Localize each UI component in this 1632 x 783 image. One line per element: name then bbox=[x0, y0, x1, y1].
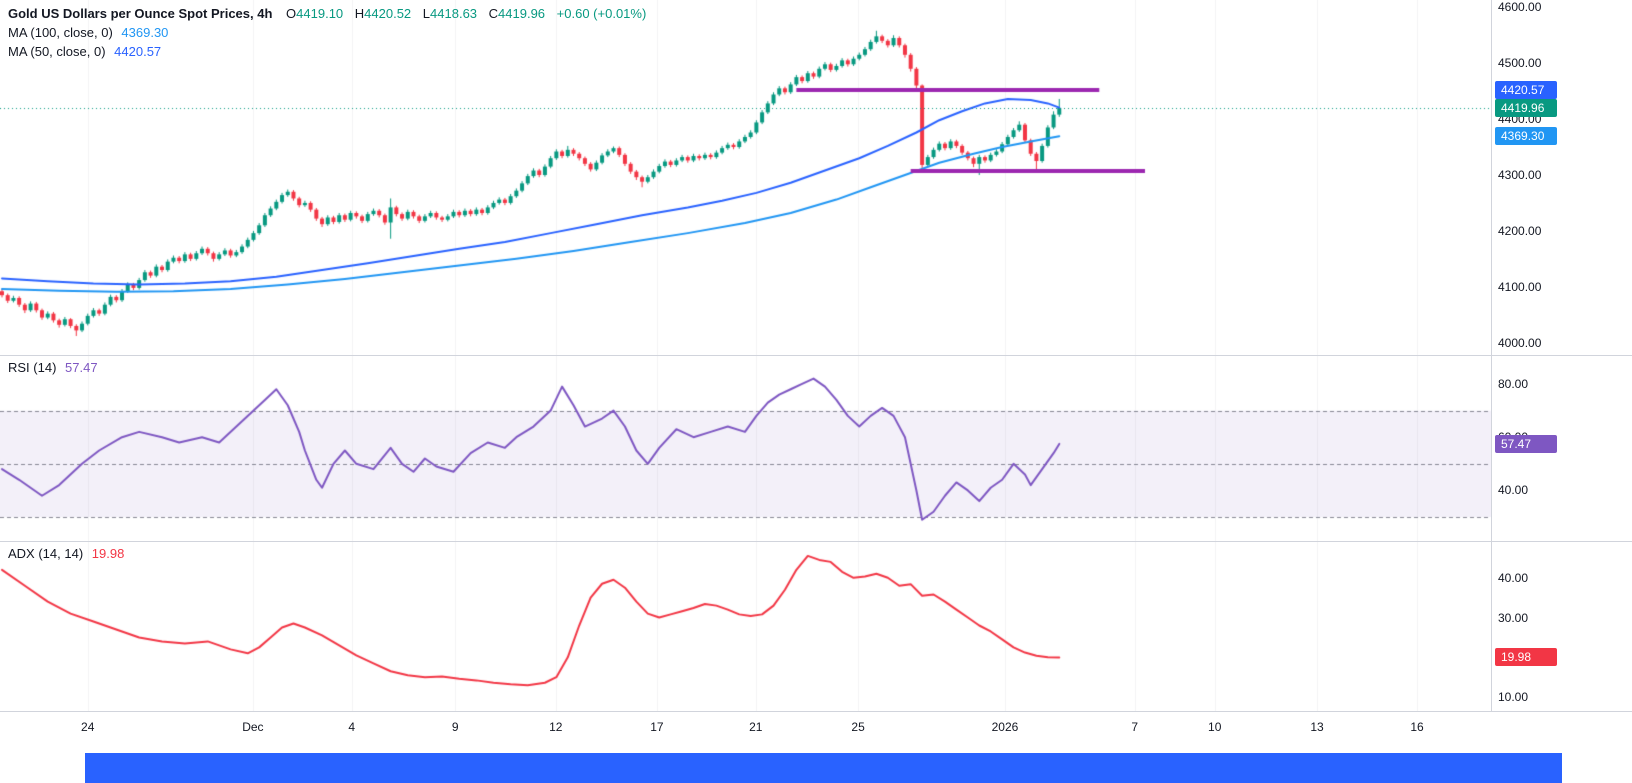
adx-tick-label: 10.00 bbox=[1498, 690, 1529, 705]
time-axis[interactable]: 24 Dec 4 9 12 17 21 25 2026 7 10 13 16 bbox=[0, 712, 1632, 752]
ma100-value: 4369.30 bbox=[121, 25, 169, 40]
symbol-title: Gold US Dollars per Ounce Spot Prices, 4… bbox=[8, 6, 273, 21]
ohlc-close-value: 4419.96 bbox=[498, 6, 546, 21]
date-tick-label: Dec bbox=[242, 720, 264, 734]
ohlc-open: O4419.10 bbox=[286, 6, 343, 21]
panel-separator-main-rsi[interactable] bbox=[0, 355, 1632, 356]
ohlc-close: C4419.96 bbox=[489, 6, 545, 21]
rsi-label: RSI (14) bbox=[8, 360, 57, 375]
ohlc-open-value: 4419.10 bbox=[296, 6, 344, 21]
adx-tick-label: 30.00 bbox=[1498, 610, 1529, 625]
rsi-value-badge: 57.47 bbox=[1495, 434, 1557, 453]
rsi-value: 57.47 bbox=[65, 360, 98, 375]
date-tick-label: 10 bbox=[1208, 720, 1222, 734]
date-tick-label: 21 bbox=[749, 720, 763, 734]
price-tick-label: 4100.00 bbox=[1498, 279, 1542, 294]
ohlc-low-label: L bbox=[422, 6, 431, 21]
ma50-price-badge: 4420.57 bbox=[1495, 80, 1557, 99]
panel-separator-rsi-adx[interactable] bbox=[0, 541, 1632, 542]
ohlc-high: H4420.52 bbox=[355, 6, 411, 21]
ohlc-high-label: H bbox=[354, 6, 365, 21]
date-tick-label: 9 bbox=[451, 720, 459, 734]
symbol-legend-row[interactable]: Gold US Dollars per Ounce Spot Prices, 4… bbox=[8, 4, 646, 23]
price-tick-label: 4500.00 bbox=[1498, 56, 1542, 71]
date-tick-label: 24 bbox=[81, 720, 95, 734]
panel-separator-adx-time bbox=[0, 711, 1632, 712]
adx-value: 19.98 bbox=[91, 546, 125, 561]
date-tick-label: 7 bbox=[1131, 720, 1139, 734]
ma50-label: MA (50, close, 0) bbox=[8, 44, 106, 59]
adx-label: ADX (14, 14) bbox=[8, 546, 84, 561]
price-tick-label: 4300.00 bbox=[1498, 167, 1542, 182]
ohlc-close-label: C bbox=[488, 6, 499, 21]
rsi-tick-label: 80.00 bbox=[1498, 376, 1529, 391]
date-tick-label: 4 bbox=[348, 720, 356, 734]
main-chart-legend: Gold US Dollars per Ounce Spot Prices, 4… bbox=[8, 4, 646, 61]
bottom-blue-strip bbox=[85, 753, 1562, 783]
adx-legend-row[interactable]: ADX (14, 14) 19.98 bbox=[8, 546, 124, 561]
ma100-legend-row[interactable]: MA (100, close, 0) 4369.30 bbox=[8, 23, 646, 42]
date-tick-label: 25 bbox=[851, 720, 865, 734]
date-tick-label: 12 bbox=[549, 720, 563, 734]
date-tick-label: 2026 bbox=[991, 720, 1019, 734]
ma50-value: 4420.57 bbox=[114, 44, 162, 59]
ma100-label: MA (100, close, 0) bbox=[8, 25, 113, 40]
ohlc-low-value: 4418.63 bbox=[430, 6, 478, 21]
rsi-legend-row[interactable]: RSI (14) 57.47 bbox=[8, 360, 98, 375]
adx-tick-label: 40.00 bbox=[1498, 570, 1529, 585]
ohlc-low: L4418.63 bbox=[423, 6, 477, 21]
date-tick-label: 13 bbox=[1310, 720, 1324, 734]
date-tick-label: 17 bbox=[650, 720, 664, 734]
price-change: +0.60 (+0.01%) bbox=[556, 6, 647, 21]
ohlc-high-value: 4420.52 bbox=[364, 6, 412, 21]
ohlc-open-label: O bbox=[286, 6, 297, 21]
ma100-price-badge: 4369.30 bbox=[1495, 127, 1557, 146]
price-tick-label: 4600.00 bbox=[1498, 0, 1542, 15]
rsi-tick-label: 40.00 bbox=[1498, 483, 1529, 498]
price-tick-label: 4000.00 bbox=[1498, 335, 1542, 350]
ma50-legend-row[interactable]: MA (50, close, 0) 4420.57 bbox=[8, 42, 646, 61]
last-price-badge: 4419.96 bbox=[1495, 98, 1557, 117]
date-tick-label: 16 bbox=[1410, 720, 1424, 734]
price-tick-label: 4200.00 bbox=[1498, 223, 1542, 238]
adx-value-badge: 19.98 bbox=[1495, 648, 1557, 667]
